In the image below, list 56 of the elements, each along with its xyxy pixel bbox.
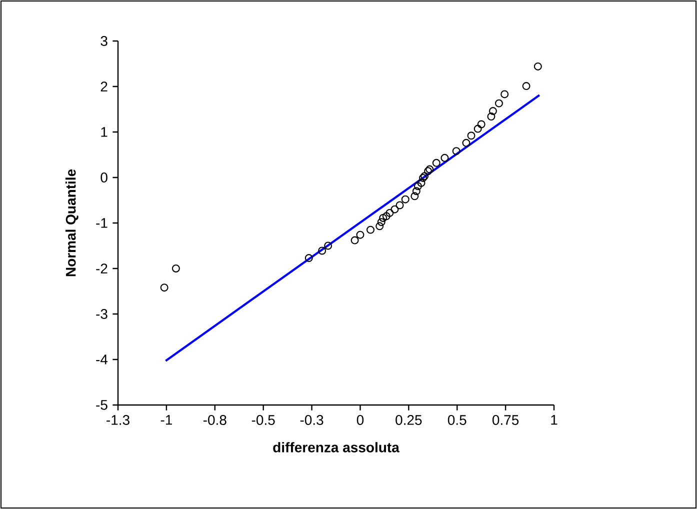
point <box>432 158 440 167</box>
point <box>440 154 449 162</box>
point <box>172 264 180 272</box>
x-tick-label: -0.8 <box>203 415 226 425</box>
y-tick-label: -2 <box>96 264 108 274</box>
point <box>390 205 399 214</box>
point <box>424 167 432 176</box>
x-tick-label: 0 <box>356 415 364 425</box>
x-axis-title: differenza assoluta <box>273 442 400 452</box>
x-tick-label: -0.3 <box>300 415 324 425</box>
x-tick-label: -1.3 <box>106 415 130 425</box>
point <box>356 230 364 239</box>
point <box>467 132 476 140</box>
point <box>350 236 359 244</box>
point <box>379 214 388 222</box>
y-tick-label: -5 <box>96 400 108 410</box>
point <box>487 112 496 121</box>
point <box>474 124 482 133</box>
point <box>386 208 394 217</box>
x-tick-label: 0.5 <box>448 415 466 425</box>
point <box>452 147 460 156</box>
y-tick-label: 0 <box>100 172 108 182</box>
point <box>366 226 374 234</box>
point <box>412 187 420 196</box>
point <box>494 99 503 108</box>
point <box>396 201 404 210</box>
point <box>414 182 422 190</box>
point <box>377 218 386 226</box>
y-tick-label: 2 <box>100 82 108 92</box>
y-tick-label: -3 <box>96 309 108 319</box>
point <box>160 284 168 292</box>
x-tick-label: 1 <box>551 415 558 425</box>
point <box>426 165 434 174</box>
y-tick-label: -4 <box>96 354 108 364</box>
point <box>500 90 509 98</box>
point <box>477 120 486 128</box>
point <box>522 82 530 90</box>
point <box>462 138 470 147</box>
point <box>324 242 332 250</box>
point <box>318 246 326 255</box>
x-tick-label: 0.25 <box>396 415 422 425</box>
point <box>382 212 390 220</box>
point <box>534 62 542 70</box>
point <box>410 192 419 200</box>
point <box>376 222 384 230</box>
point <box>304 254 313 262</box>
y-tick-label: 3 <box>100 36 108 46</box>
x-tick-label: -1 <box>160 415 172 425</box>
y-tick-label: 1 <box>101 127 108 137</box>
x-tick-label: -0.5 <box>252 415 275 425</box>
point <box>417 178 426 187</box>
y-axis-title: Normal Quantile <box>65 169 78 276</box>
point <box>401 195 410 204</box>
x-tick-label: 0.75 <box>492 415 519 425</box>
point <box>488 107 497 116</box>
y-tick-label: -1 <box>96 218 108 228</box>
